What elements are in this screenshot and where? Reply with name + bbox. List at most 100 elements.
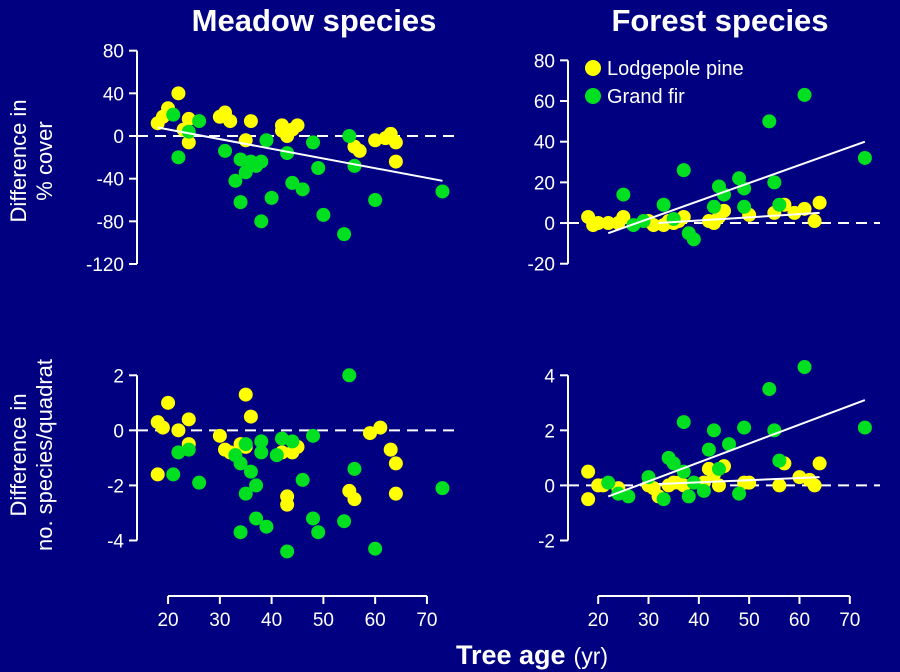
pine-point xyxy=(362,426,377,441)
fir-point xyxy=(254,154,269,169)
fir-point xyxy=(676,163,691,178)
fir-point xyxy=(767,175,782,190)
fir-point xyxy=(706,199,721,214)
fir-point xyxy=(254,214,269,229)
fir-point xyxy=(666,211,681,226)
legend-fir-marker xyxy=(585,88,601,104)
x-tick-label: 70 xyxy=(839,610,860,631)
fir-point xyxy=(368,193,383,207)
pine-point xyxy=(243,114,258,129)
pine-point xyxy=(290,118,305,133)
fir-point xyxy=(306,428,321,443)
panel-meadow-species: 20-2-420 30 40 50 60 70 xyxy=(107,366,458,631)
pine-point xyxy=(150,467,165,482)
pine-point xyxy=(797,201,812,216)
fir-point xyxy=(686,232,701,247)
pine-point xyxy=(388,154,403,169)
fir-point xyxy=(701,442,716,457)
y-tick-label: -40 xyxy=(97,170,124,191)
ylabel-cover-line1: Difference in xyxy=(6,99,31,222)
y-tick-label: -2 xyxy=(107,476,124,497)
fir-point xyxy=(171,150,186,165)
pine-point xyxy=(171,423,186,438)
legend-pine-marker xyxy=(585,60,601,76)
y-tick-label: 60 xyxy=(534,92,555,113)
fir-point xyxy=(857,420,872,435)
fir-point xyxy=(767,423,782,438)
fir-point xyxy=(238,437,253,452)
y-tick-label: 40 xyxy=(534,133,555,154)
x-axis-title: Tree age (yr) xyxy=(456,640,608,670)
pine-point xyxy=(581,464,596,479)
x-axis-unit: (yr) xyxy=(574,643,608,669)
fir-point xyxy=(616,187,631,202)
fir-point xyxy=(656,197,671,212)
y-tick-label: 0 xyxy=(113,421,124,442)
pine-point xyxy=(812,195,827,210)
y-tick-label: -120 xyxy=(86,255,124,276)
fir-point xyxy=(696,483,711,498)
y-tick-label: 20 xyxy=(534,173,555,194)
x-tick-label: 30 xyxy=(209,610,230,631)
fit-line xyxy=(607,140,866,235)
fir-point xyxy=(337,227,352,242)
fir-point xyxy=(254,434,269,449)
fir-point xyxy=(681,489,696,504)
fir-point xyxy=(233,195,248,210)
y-tick-label: -4 xyxy=(107,531,124,552)
fir-point xyxy=(676,464,691,479)
fir-point xyxy=(737,420,752,435)
y-tick-label: 2 xyxy=(544,421,555,442)
pine-point xyxy=(807,214,822,229)
legend-pine-label: Lodgepole pine xyxy=(607,58,744,80)
fit-line xyxy=(607,399,866,498)
y-tick-label: 0 xyxy=(544,476,555,497)
fit-line xyxy=(658,476,820,486)
pine-point xyxy=(812,456,827,471)
fit-line xyxy=(658,211,820,225)
fir-point xyxy=(285,434,300,449)
y-tick-label: 80 xyxy=(103,42,124,63)
fir-point xyxy=(711,461,726,476)
x-tick-label: 30 xyxy=(638,610,659,631)
fir-point xyxy=(259,133,274,148)
pine-point xyxy=(171,86,186,101)
fit-line xyxy=(157,126,443,182)
fir-point xyxy=(233,456,248,471)
fir-point xyxy=(306,135,321,150)
y-tick-label: -20 xyxy=(528,255,555,276)
fir-point xyxy=(280,544,295,559)
fir-point xyxy=(264,190,279,205)
fir-point xyxy=(166,467,181,482)
panel-forest-species: 420-220 30 40 50 60 70 xyxy=(538,360,880,631)
fir-point xyxy=(621,489,636,504)
pine-point xyxy=(388,486,403,501)
fir-point xyxy=(259,519,274,534)
pine-point xyxy=(280,497,295,512)
pine-point xyxy=(161,395,176,410)
pine-point xyxy=(155,420,170,435)
title-forest: Forest species xyxy=(611,3,828,38)
ylabel-species-line2: no. species/quadrat xyxy=(32,359,57,551)
pine-point xyxy=(772,478,787,493)
fir-point xyxy=(306,511,321,526)
fir-point xyxy=(737,199,752,214)
fir-point xyxy=(311,525,326,540)
x-axis-title-text: Tree age xyxy=(456,640,566,670)
fir-point xyxy=(316,207,331,222)
fir-point xyxy=(342,129,357,143)
fir-point xyxy=(280,146,295,161)
fir-point xyxy=(706,423,721,438)
y-tick-label: 2 xyxy=(113,366,124,387)
x-tick-label: 50 xyxy=(739,610,760,631)
fir-point xyxy=(218,143,233,158)
pine-point xyxy=(388,135,403,150)
pine-point xyxy=(243,409,258,424)
fir-point xyxy=(337,514,352,529)
y-tick-label: -2 xyxy=(538,531,555,552)
y-tick-label: 0 xyxy=(113,127,124,148)
x-tick-label: 20 xyxy=(588,610,609,631)
fir-point xyxy=(295,472,310,487)
x-tick-label: 60 xyxy=(365,610,386,631)
